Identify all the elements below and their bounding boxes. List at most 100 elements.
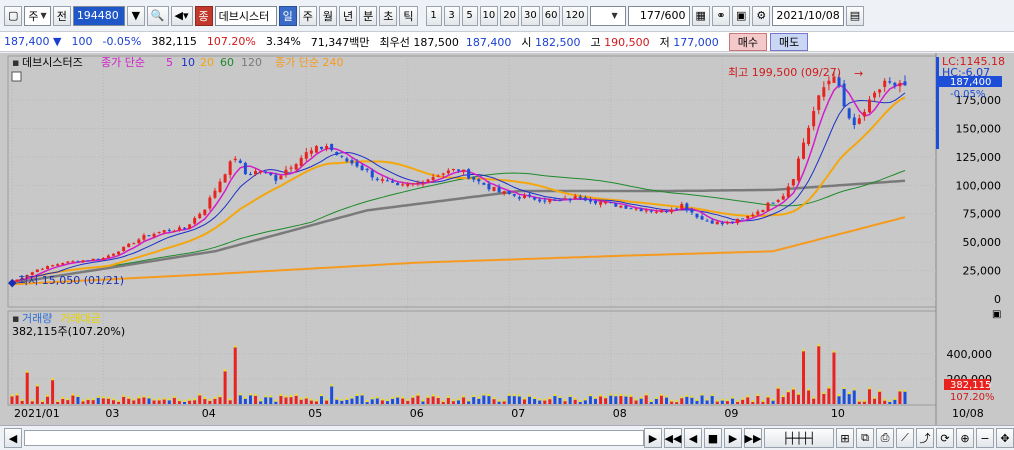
volume-bar: [355, 395, 359, 404]
search-icon[interactable]: 🔍: [146, 5, 169, 26]
rewind-icon[interactable]: ◀◀: [664, 428, 682, 448]
lc-readout: LC:1145.18: [942, 55, 1005, 68]
gear-icon[interactable]: ⚙: [752, 5, 771, 26]
candle-body: [289, 167, 293, 169]
play-icon[interactable]: ▶: [724, 428, 742, 448]
volume-bar: [401, 398, 405, 404]
volume-bar: [528, 396, 532, 404]
amount-marker: [746, 395, 749, 398]
quote-bar: 187,400 ▼ 100 -0.05% 382,115 107.20% 3.3…: [0, 32, 1014, 52]
period-type-button[interactable]: 전: [52, 5, 71, 26]
stock-chart[interactable]: → ◆ 0 25,000 50,000 75,000 100,000 125,000 150,…: [0, 53, 1014, 425]
compare-icon[interactable]: ⚭: [711, 5, 730, 26]
amount-marker: [533, 396, 536, 399]
candle-body: [614, 203, 618, 207]
candle-body: [873, 92, 877, 98]
volume-bar: [720, 400, 724, 404]
volume-bar: [548, 399, 552, 404]
timeframe-button-5[interactable]: 초: [379, 5, 398, 26]
minute-button-0[interactable]: 1: [425, 5, 442, 26]
timeframe-button-1[interactable]: 주: [298, 5, 317, 26]
calendar-icon[interactable]: ▤: [845, 5, 865, 26]
line-tool-icon[interactable]: ⟋: [896, 428, 914, 448]
volume-bar: [309, 400, 313, 404]
cycle-icon[interactable]: ⟳: [936, 428, 954, 448]
interval-select[interactable]: ▼: [589, 5, 626, 26]
candle-body: [898, 82, 902, 87]
candle-body: [299, 157, 303, 166]
stock-code-input[interactable]: 194480: [72, 5, 125, 26]
stop-icon[interactable]: ■: [704, 428, 722, 448]
volume-bar: [61, 398, 65, 404]
minute-button-2[interactable]: 5: [461, 5, 478, 26]
candle-body: [700, 216, 704, 220]
pane-collapse-icon[interactable]: ▣: [992, 309, 1001, 320]
sound-icon[interactable]: ◀▾: [170, 5, 193, 26]
candle-body: [852, 117, 856, 126]
amount-marker: [832, 350, 835, 353]
full-icon[interactable]: ⊕: [956, 428, 974, 448]
candle-body: [593, 200, 597, 204]
timeframe-button-6[interactable]: 틱: [399, 5, 418, 26]
copy-icon[interactable]: ⧉: [856, 428, 874, 448]
candle-body: [446, 170, 450, 174]
indicator-icon[interactable]: ▦: [691, 5, 710, 26]
candle-body: [786, 186, 790, 198]
candle-body: [162, 230, 166, 233]
scroll-right-icon[interactable]: ▶: [644, 428, 662, 448]
scale-indicator: [936, 57, 939, 149]
timeframe-button-0[interactable]: 일: [278, 5, 297, 26]
market-select[interactable]: 주 ▼: [24, 5, 51, 26]
minute-button-4[interactable]: 20: [500, 5, 519, 26]
volume-bar: [223, 371, 227, 404]
scroll-left-icon[interactable]: ◀: [4, 428, 22, 448]
candle-body: [791, 179, 795, 186]
sell-button[interactable]: 매도: [770, 32, 809, 51]
amount-marker: [812, 396, 815, 399]
volume-bar: [375, 398, 379, 404]
minute-button-5[interactable]: 30: [520, 5, 540, 26]
code-dropdown-icon[interactable]: ▼: [126, 5, 145, 26]
amount-marker: [244, 396, 247, 399]
buy-button[interactable]: 매수: [728, 32, 768, 51]
minute-button-1[interactable]: 3: [443, 5, 460, 26]
timeframe-button-2[interactable]: 월: [318, 5, 337, 26]
range-field[interactable]: 177/600: [627, 5, 690, 26]
date-field[interactable]: 2021/10/08: [772, 5, 844, 26]
grid: [8, 56, 936, 405]
high-arrow-icon: →: [854, 67, 863, 80]
chart-canvas[interactable]: →◆ 025,00050,00075,000100,000125,000150,…: [0, 53, 1014, 425]
layout-icon[interactable]: ▢: [4, 5, 23, 26]
volume-bar: [365, 402, 369, 404]
candle-body: [416, 182, 420, 184]
volume-bar: [289, 397, 293, 404]
play-back-icon[interactable]: ◀: [684, 428, 702, 448]
volume-bar: [132, 400, 136, 404]
minute-button-6[interactable]: 60: [541, 5, 561, 26]
volume-bar: [746, 397, 750, 404]
move-icon[interactable]: ✥: [996, 428, 1014, 448]
toggle-icon[interactable]: [11, 71, 22, 82]
candle-body: [401, 184, 405, 186]
forward-icon[interactable]: ▶▶: [744, 428, 762, 448]
print-icon[interactable]: ⎙: [876, 428, 894, 448]
minus-icon[interactable]: −: [976, 428, 994, 448]
amount-marker: [97, 395, 100, 398]
price-tick-label: 50,000: [963, 236, 1002, 249]
timeframe-button-4[interactable]: 분: [359, 5, 378, 26]
volume-bar: [193, 400, 197, 404]
amount-marker: [822, 391, 825, 394]
candle-body: [644, 210, 648, 212]
zoom-icon[interactable]: ⊞: [836, 428, 854, 448]
trend-icon[interactable]: ⤴: [916, 428, 934, 448]
timeframe-button-3[interactable]: 년: [339, 5, 358, 26]
horizontal-scrollbar[interactable]: [24, 430, 644, 446]
minute-button-3[interactable]: 10: [479, 5, 499, 26]
minute-button-7[interactable]: 120: [562, 5, 588, 26]
candle-body: [812, 111, 816, 127]
zoom-ruler-icon[interactable]: ├┼┼┼┤: [764, 428, 834, 448]
candle-body: [254, 171, 258, 175]
amount-marker: [335, 397, 338, 400]
amount-marker: [660, 393, 663, 396]
save-icon[interactable]: ▣: [731, 5, 751, 26]
